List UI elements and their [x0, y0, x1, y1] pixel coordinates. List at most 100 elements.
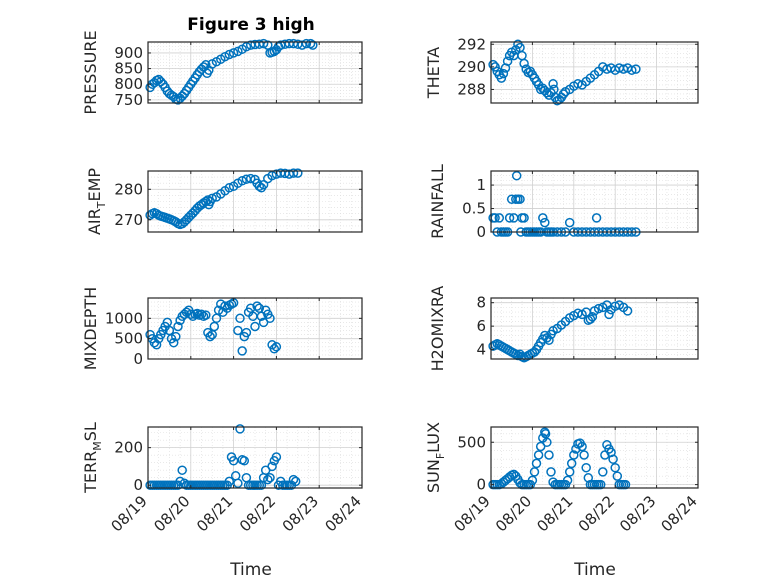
data-point: [581, 462, 591, 473]
data-point: [269, 344, 280, 354]
y-axis-label: TERRMSL: [81, 422, 104, 494]
data-point: [533, 450, 544, 460]
data-point: [598, 467, 608, 477]
data-point: [593, 303, 604, 314]
axes-frame: [490, 170, 699, 233]
data-point: [562, 475, 573, 486]
data-point: [577, 441, 587, 452]
data-point: [265, 472, 275, 483]
y-tick-label: 1: [476, 176, 486, 194]
y-tick-label: 270: [114, 211, 143, 229]
data-point: [250, 321, 260, 332]
data-point: [564, 467, 575, 477]
data-point: [608, 454, 618, 464]
y-tick-label: 500: [114, 330, 143, 348]
y-tick-label: 850: [114, 60, 143, 78]
y-tick-label: 0: [133, 476, 143, 494]
data-point: [224, 476, 235, 487]
data-point: [207, 193, 217, 204]
axes-frame: [490, 426, 699, 489]
subplot-rainfall: 0 0.5 1 RAINFALL: [428, 164, 699, 241]
axes-frame: [490, 297, 699, 360]
y-tick-label: 0: [133, 350, 143, 368]
data-point: [573, 79, 583, 89]
axes-frame: [490, 41, 699, 104]
y-tick-label: 290: [457, 58, 486, 76]
data-point: [290, 476, 301, 487]
data-point: [546, 467, 556, 477]
data-point: [627, 65, 637, 75]
data-point: [241, 327, 252, 338]
data-point: [498, 68, 509, 79]
data-point: [224, 49, 235, 60]
y-tick-label: 500: [457, 433, 486, 451]
subplot-theta: 288 290 292 THETA: [424, 35, 699, 106]
axes-frame: [147, 170, 363, 233]
data-point: [288, 168, 299, 178]
data-point: [237, 346, 247, 356]
data-point: [631, 64, 641, 74]
data-point: [622, 306, 633, 316]
data-point: [196, 309, 207, 320]
data-point: [591, 213, 602, 223]
y-axis-label: AIRTEMP: [85, 168, 108, 235]
data-point: [265, 313, 275, 324]
data-point: [544, 335, 554, 345]
axes-frame: [147, 297, 363, 360]
y-tick-label: 800: [114, 75, 143, 93]
data-point: [267, 170, 277, 181]
y-tick-label: 750: [114, 91, 143, 109]
data-point: [301, 38, 312, 49]
data-point: [504, 213, 515, 223]
y-tick-label: 200: [114, 439, 143, 457]
data-point: [308, 40, 318, 50]
data-point: [496, 73, 507, 83]
y-tick-label: 0.5: [462, 200, 486, 218]
data-point: [558, 89, 569, 99]
y-axis-label: PRESSURE: [81, 30, 100, 114]
data-point: [540, 217, 550, 228]
y-axis-label: SUNFLUX: [424, 422, 447, 493]
data-point: [228, 48, 239, 58]
data-point: [566, 458, 577, 469]
data-point: [488, 59, 498, 70]
data-point: [235, 424, 245, 434]
data-point: [151, 340, 162, 350]
data-point: [579, 450, 589, 460]
x-axis-label-right: Time: [573, 560, 616, 580]
subplot-air-temp: 270 280 AIRTEMP: [85, 168, 363, 235]
y-tick-label: 8: [476, 294, 486, 312]
y-axis-label: H2OMIXRA: [428, 286, 447, 372]
data-point: [564, 217, 575, 228]
subplot-h2omixra: 4 6 8 H2OMIXRA: [428, 286, 699, 372]
data-point: [531, 458, 542, 469]
data-point: [604, 309, 614, 320]
data-point: [237, 176, 247, 186]
data-point: [305, 38, 316, 49]
y-axis-label: THETA: [424, 47, 443, 99]
x-axis-label-left: Time: [229, 560, 272, 580]
data-point: [224, 183, 235, 193]
data-point: [511, 170, 522, 181]
y-tick-label: 280: [114, 180, 143, 198]
axes-frame: [147, 41, 363, 104]
data-point: [494, 213, 505, 223]
data-point: [271, 452, 282, 462]
y-tick-label: 4: [476, 341, 486, 359]
data-point: [527, 475, 538, 486]
data-point: [258, 317, 269, 328]
data-point: [205, 331, 215, 342]
data-point: [201, 310, 211, 320]
data-point: [173, 321, 183, 332]
data-point: [569, 450, 579, 460]
data-point: [254, 181, 265, 192]
data-point: [179, 478, 190, 489]
data-point: [258, 38, 269, 49]
data-point: [288, 474, 299, 485]
data-point: [502, 56, 513, 66]
data-point: [595, 479, 606, 490]
data-point: [171, 331, 181, 342]
y-tick-label: 0: [476, 476, 486, 494]
